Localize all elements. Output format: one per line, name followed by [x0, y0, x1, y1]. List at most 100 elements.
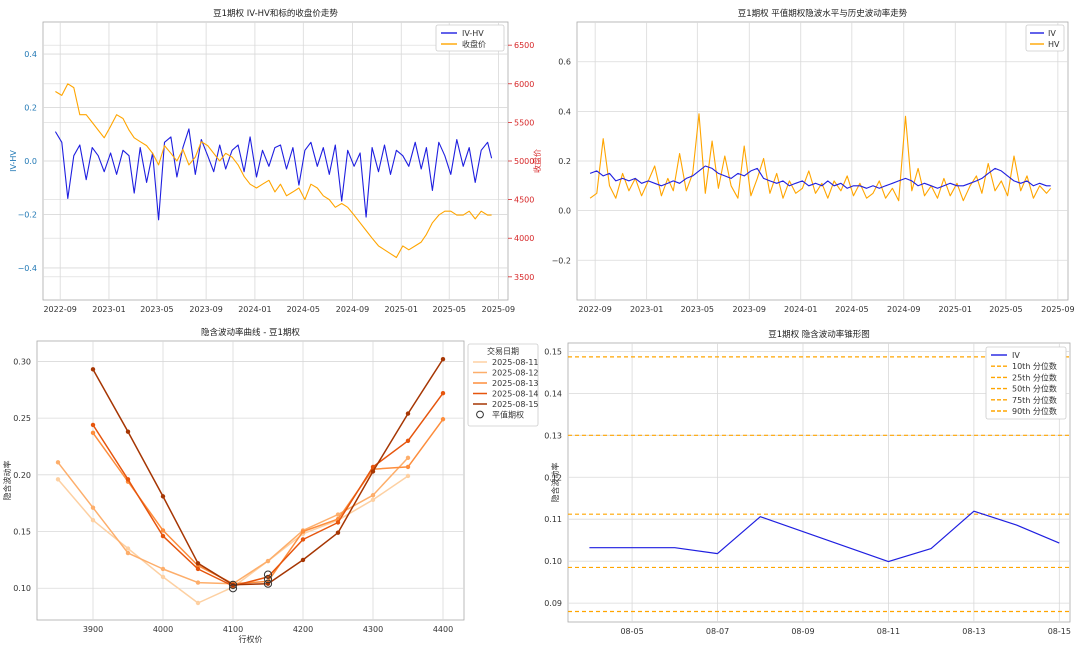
- atm-marker: [228, 580, 238, 589]
- legend-label: 90th 分位数: [1012, 406, 1057, 416]
- series-line-iv: [589, 510, 1060, 563]
- y-tick-label: 0.10: [544, 557, 562, 566]
- y2-tick-label: 5000: [514, 157, 534, 166]
- x-tick-label: 2022-09: [43, 305, 76, 314]
- data-point: [370, 493, 376, 498]
- legend-label: 2025-08-15: [492, 400, 539, 409]
- data-point: [160, 528, 166, 533]
- atm-marker: [263, 575, 273, 584]
- series-line-close: [55, 83, 492, 259]
- data-point: [405, 411, 411, 416]
- x-tick-label: 4300: [363, 625, 383, 634]
- legend-label: 2025-08-13: [492, 379, 539, 388]
- x-tick-label: 2025-09: [482, 305, 515, 314]
- data-point: [335, 520, 341, 525]
- data-point: [90, 422, 96, 428]
- legend-label: IV-HV: [462, 29, 484, 38]
- chart-title: 豆1期权 隐含波动率锥形图: [768, 329, 870, 340]
- legend-title: 交易日期: [487, 346, 519, 356]
- x-tick-label: 2023-05: [681, 305, 714, 314]
- x-tick-label: 4200: [293, 625, 313, 634]
- x-tick-label: 2025-01: [385, 305, 418, 314]
- data-point: [440, 356, 446, 362]
- y-tick-label: 0.09: [544, 599, 562, 608]
- chart-title: 豆1期权 IV-HV和标的收盘价走势: [213, 8, 338, 19]
- x-tick-label: 2023-01: [630, 305, 663, 314]
- legend-label: IV: [1048, 29, 1056, 38]
- y-tick-label: 0.4: [24, 50, 37, 59]
- legend-label: 10th 分位数: [1012, 361, 1057, 371]
- data-point: [160, 566, 166, 572]
- atm-marker: [263, 570, 273, 579]
- data-point: [125, 550, 131, 556]
- x-tick-label: 2023-09: [733, 305, 766, 314]
- data-point: [195, 566, 201, 572]
- data-point: [90, 367, 96, 372]
- x-tick-label: 08-09: [791, 627, 814, 636]
- data-point: [370, 469, 376, 474]
- series-line-hv: [589, 113, 1052, 202]
- x-tick-label: 08-15: [1048, 627, 1071, 636]
- data-point: [195, 600, 201, 606]
- data-point: [370, 464, 376, 470]
- y-tick-label: 0.0: [24, 157, 37, 166]
- y-tick-label: 0.0: [558, 207, 571, 216]
- y-tick-label: 0.6: [558, 58, 571, 67]
- y-tick-label: 0.2: [24, 104, 37, 113]
- legend-label: 收盘价: [462, 39, 486, 49]
- legend-label: 2025-08-14: [492, 390, 539, 399]
- y-tick-label: 0.30: [13, 357, 31, 366]
- legend-atm-marker: [476, 410, 484, 419]
- x-tick-label: 2024-05: [835, 305, 868, 314]
- x-axis-label: 行权价: [239, 634, 263, 644]
- chart-title: 豆1期权 平值期权隐波水平与历史波动率走势: [738, 8, 908, 19]
- x-tick-label: 2025-05: [433, 305, 466, 314]
- data-point: [335, 512, 341, 517]
- y-tick-label: 0.13: [544, 431, 562, 440]
- legend-label: 2025-08-12: [492, 369, 539, 378]
- x-tick-label: 2024-09: [336, 305, 369, 314]
- data-point: [440, 417, 446, 422]
- chart-title: 隐含波动率曲线 - 豆1期权: [201, 327, 300, 338]
- data-point: [90, 505, 96, 510]
- x-tick-label: 2025-01: [939, 305, 972, 314]
- data-point: [125, 429, 131, 434]
- data-point: [125, 546, 131, 551]
- y-tick-label: 0.11: [544, 515, 562, 524]
- x-tick-label: 3900: [83, 625, 103, 634]
- data-point: [405, 438, 411, 444]
- x-tick-label: 2024-05: [287, 305, 320, 314]
- y-axis-label: 隐含波动率: [2, 461, 12, 501]
- data-point: [440, 390, 446, 396]
- y-tick-label: 0.4: [558, 107, 571, 116]
- data-point: [300, 537, 306, 542]
- data-point: [160, 533, 166, 539]
- x-tick-label: 2025-09: [1041, 305, 1074, 314]
- x-tick-label: 4400: [433, 625, 453, 634]
- y-axis-label: IV-HV: [9, 150, 18, 172]
- x-tick-label: 08-11: [877, 627, 900, 636]
- y-tick-label: 0.12: [544, 473, 562, 482]
- atm-marker: [228, 584, 238, 593]
- data-point: [370, 497, 376, 502]
- data-point: [300, 529, 306, 534]
- x-tick-label: 2022-09: [578, 305, 611, 314]
- data-point: [55, 460, 61, 465]
- data-point: [160, 574, 166, 580]
- data-point: [125, 477, 131, 482]
- y2-tick-label: 3500: [514, 273, 534, 282]
- y-tick-label: −0.2: [18, 210, 37, 219]
- legend-label: 50th 分位数: [1012, 384, 1057, 394]
- legend-label: 75th 分位数: [1012, 395, 1057, 405]
- y2-tick-label: 6500: [514, 41, 534, 50]
- x-tick-label: 2024-09: [887, 305, 920, 314]
- y-tick-label: 0.14: [544, 389, 562, 398]
- y2-tick-label: 6000: [514, 80, 534, 89]
- x-tick-label: 2023-05: [140, 305, 173, 314]
- x-tick-label: 2024-01: [784, 305, 817, 314]
- x-tick-label: 08-13: [962, 627, 985, 636]
- legend-label: HV: [1048, 40, 1060, 49]
- y2-tick-label: 4500: [514, 196, 534, 205]
- y-tick-label: 0.20: [13, 471, 31, 480]
